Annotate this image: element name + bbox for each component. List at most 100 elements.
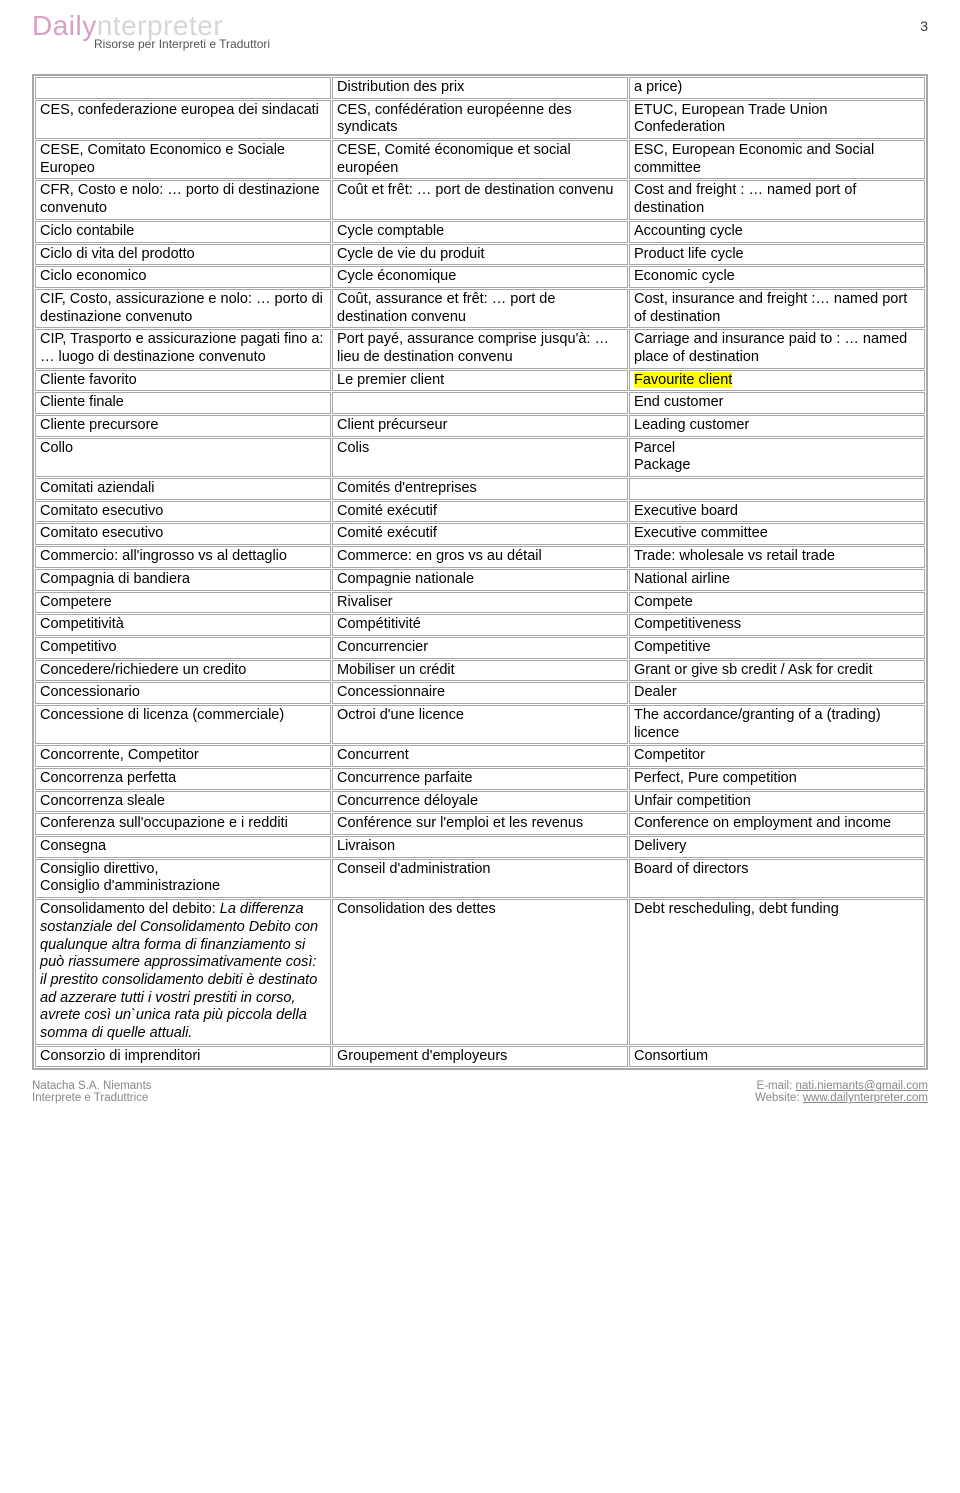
cell-french: Comité exécutif — [332, 523, 628, 545]
cell-french: Coût et frêt: … port de destination conv… — [332, 180, 628, 219]
cell-english: Trade: wholesale vs retail trade — [629, 546, 925, 568]
table-row: ConcessionarioConcessionnaireDealer — [35, 682, 925, 704]
cell-french: Groupement d'employeurs — [332, 1046, 628, 1068]
logo: Dailynterpreter Risorse per Interpreti e… — [32, 12, 270, 50]
cell-french: Concessionnaire — [332, 682, 628, 704]
table-row: Concedere/richiedere un creditoMobiliser… — [35, 660, 925, 682]
cell-italian: Concessione di licenza (commerciale) — [35, 705, 331, 744]
cell-italian — [35, 77, 331, 99]
website-label: Website: — [755, 1092, 803, 1104]
table-row: CompetereRivaliserCompete — [35, 592, 925, 614]
cell-italian: Consiglio direttivo,Consiglio d'amminist… — [35, 859, 331, 898]
table-row: Concessione di licenza (commerciale)Octr… — [35, 705, 925, 744]
cell-italian: Cliente finale — [35, 392, 331, 414]
cell-english: Competitiveness — [629, 614, 925, 636]
cell-french: Port payé, assurance comprise jusqu'à: …… — [332, 329, 628, 368]
table-row: CESE, Comitato Economico e Sociale Europ… — [35, 140, 925, 179]
cell-english: a price) — [629, 77, 925, 99]
table-row: Ciclo contabileCycle comptableAccounting… — [35, 221, 925, 243]
cell-english: Carriage and insurance paid to : … named… — [629, 329, 925, 368]
cell-italian: Competitività — [35, 614, 331, 636]
table-row: Conferenza sull'occupazione e i redditiC… — [35, 813, 925, 835]
cell-french: Distribution des prix — [332, 77, 628, 99]
table-row: Concorrenza slealeConcurrence déloyaleUn… — [35, 791, 925, 813]
cell-italian: CFR, Costo e nolo: … porto di destinazio… — [35, 180, 331, 219]
cell-italian: Consorzio di imprenditori — [35, 1046, 331, 1068]
cell-english: Board of directors — [629, 859, 925, 898]
table-row: Comitato esecutivoComité exécutifExecuti… — [35, 523, 925, 545]
cell-french: Comités d'entreprises — [332, 478, 628, 500]
cell-french: Compétitivité — [332, 614, 628, 636]
cell-italian: Comitato esecutivo — [35, 501, 331, 523]
table-row: CompetitivoConcurrencierCompetitive — [35, 637, 925, 659]
cell-italian: Concorrente, Competitor — [35, 745, 331, 767]
cell-italian: CES, confederazione europea dei sindacat… — [35, 100, 331, 139]
cell-english: Perfect, Pure competition — [629, 768, 925, 790]
cell-english: Consortium — [629, 1046, 925, 1068]
cell-french — [332, 392, 628, 414]
cell-french: Commerce: en gros vs au détail — [332, 546, 628, 568]
cell-italian: Competitivo — [35, 637, 331, 659]
cell-english: National airline — [629, 569, 925, 591]
cell-italian: Concorrenza perfetta — [35, 768, 331, 790]
cell-italian-note: La differenza sostanziale del Consolidam… — [40, 901, 318, 1041]
table-row: CFR, Costo e nolo: … porto di destinazio… — [35, 180, 925, 219]
cell-english: Product life cycle — [629, 244, 925, 266]
table-row: Comitato esecutivoComité exécutifExecuti… — [35, 501, 925, 523]
cell-italian: CIF, Costo, assicurazione e nolo: … port… — [35, 289, 331, 328]
cell-english: Cost, insurance and freight :… named por… — [629, 289, 925, 328]
cell-french: Livraison — [332, 836, 628, 858]
cell-italian: Conferenza sull'occupazione e i redditi — [35, 813, 331, 835]
logo-subtitle: Risorse per Interpreti e Traduttori — [94, 38, 270, 50]
cell-italian: Compagnia di bandiera — [35, 569, 331, 591]
table-row: Consolidamento del debito: La differenza… — [35, 899, 925, 1045]
cell-english: Conference on employment and income — [629, 813, 925, 835]
logo-part-a: Daily — [32, 10, 97, 41]
cell-english: Economic cycle — [629, 266, 925, 288]
cell-french: Concurrence déloyale — [332, 791, 628, 813]
cell-english: Accounting cycle — [629, 221, 925, 243]
cell-french: Consolidation des dettes — [332, 899, 628, 1045]
cell-english: Cost and freight : … named port of desti… — [629, 180, 925, 219]
cell-french: CES, confédération européenne des syndic… — [332, 100, 628, 139]
email-link[interactable]: nati.niemants@gmail.com — [796, 1080, 928, 1092]
cell-english: ETUC, European Trade Union Confederation — [629, 100, 925, 139]
table-row: Commercio: all'ingrosso vs al dettaglioC… — [35, 546, 925, 568]
table-row: Consiglio direttivo,Consiglio d'amminist… — [35, 859, 925, 898]
cell-french: Conférence sur l'emploi et les revenus — [332, 813, 628, 835]
cell-english — [629, 478, 925, 500]
table-row: Comitati aziendaliComités d'entreprises — [35, 478, 925, 500]
website-link[interactable]: www.dailynterpreter.com — [803, 1092, 928, 1104]
cell-italian: Cliente precursore — [35, 415, 331, 437]
table-row: Consorzio di imprenditoriGroupement d'em… — [35, 1046, 925, 1068]
cell-italian: Cliente favorito — [35, 370, 331, 392]
table-row: Concorrente, CompetitorConcurrentCompeti… — [35, 745, 925, 767]
cell-english: Unfair competition — [629, 791, 925, 813]
cell-french: Le premier client — [332, 370, 628, 392]
footer-right: E-mail: nati.niemants@gmail.com Website:… — [755, 1080, 928, 1104]
table-row: CIP, Trasporto e assicurazione pagati fi… — [35, 329, 925, 368]
table-row: CIF, Costo, assicurazione e nolo: … port… — [35, 289, 925, 328]
cell-italian: Ciclo di vita del prodotto — [35, 244, 331, 266]
email-label: E-mail: — [757, 1080, 796, 1092]
cell-italian: Concedere/richiedere un credito — [35, 660, 331, 682]
table-row: Ciclo economicoCycle économiqueEconomic … — [35, 266, 925, 288]
logo-wordmark: Dailynterpreter — [32, 12, 270, 40]
cell-english: The accordance/granting of a (trading) l… — [629, 705, 925, 744]
cell-french: Rivaliser — [332, 592, 628, 614]
cell-italian: Concessionario — [35, 682, 331, 704]
cell-french: Concurrencier — [332, 637, 628, 659]
cell-french: Cycle de vie du produit — [332, 244, 628, 266]
cell-english: Dealer — [629, 682, 925, 704]
cell-italian: Comitato esecutivo — [35, 523, 331, 545]
cell-french: CESE, Comité économique et social europé… — [332, 140, 628, 179]
cell-english: ESC, European Economic and Social commit… — [629, 140, 925, 179]
cell-english: ParcelPackage — [629, 438, 925, 477]
cell-english: Executive committee — [629, 523, 925, 545]
table-row: Distribution des prixa price) — [35, 77, 925, 99]
table-row: ColloColisParcelPackage — [35, 438, 925, 477]
cell-english: Leading customer — [629, 415, 925, 437]
cell-italian: Ciclo contabile — [35, 221, 331, 243]
glossary-table: Distribution des prixa price)CES, confed… — [32, 74, 928, 1070]
table-row: Ciclo di vita del prodottoCycle de vie d… — [35, 244, 925, 266]
